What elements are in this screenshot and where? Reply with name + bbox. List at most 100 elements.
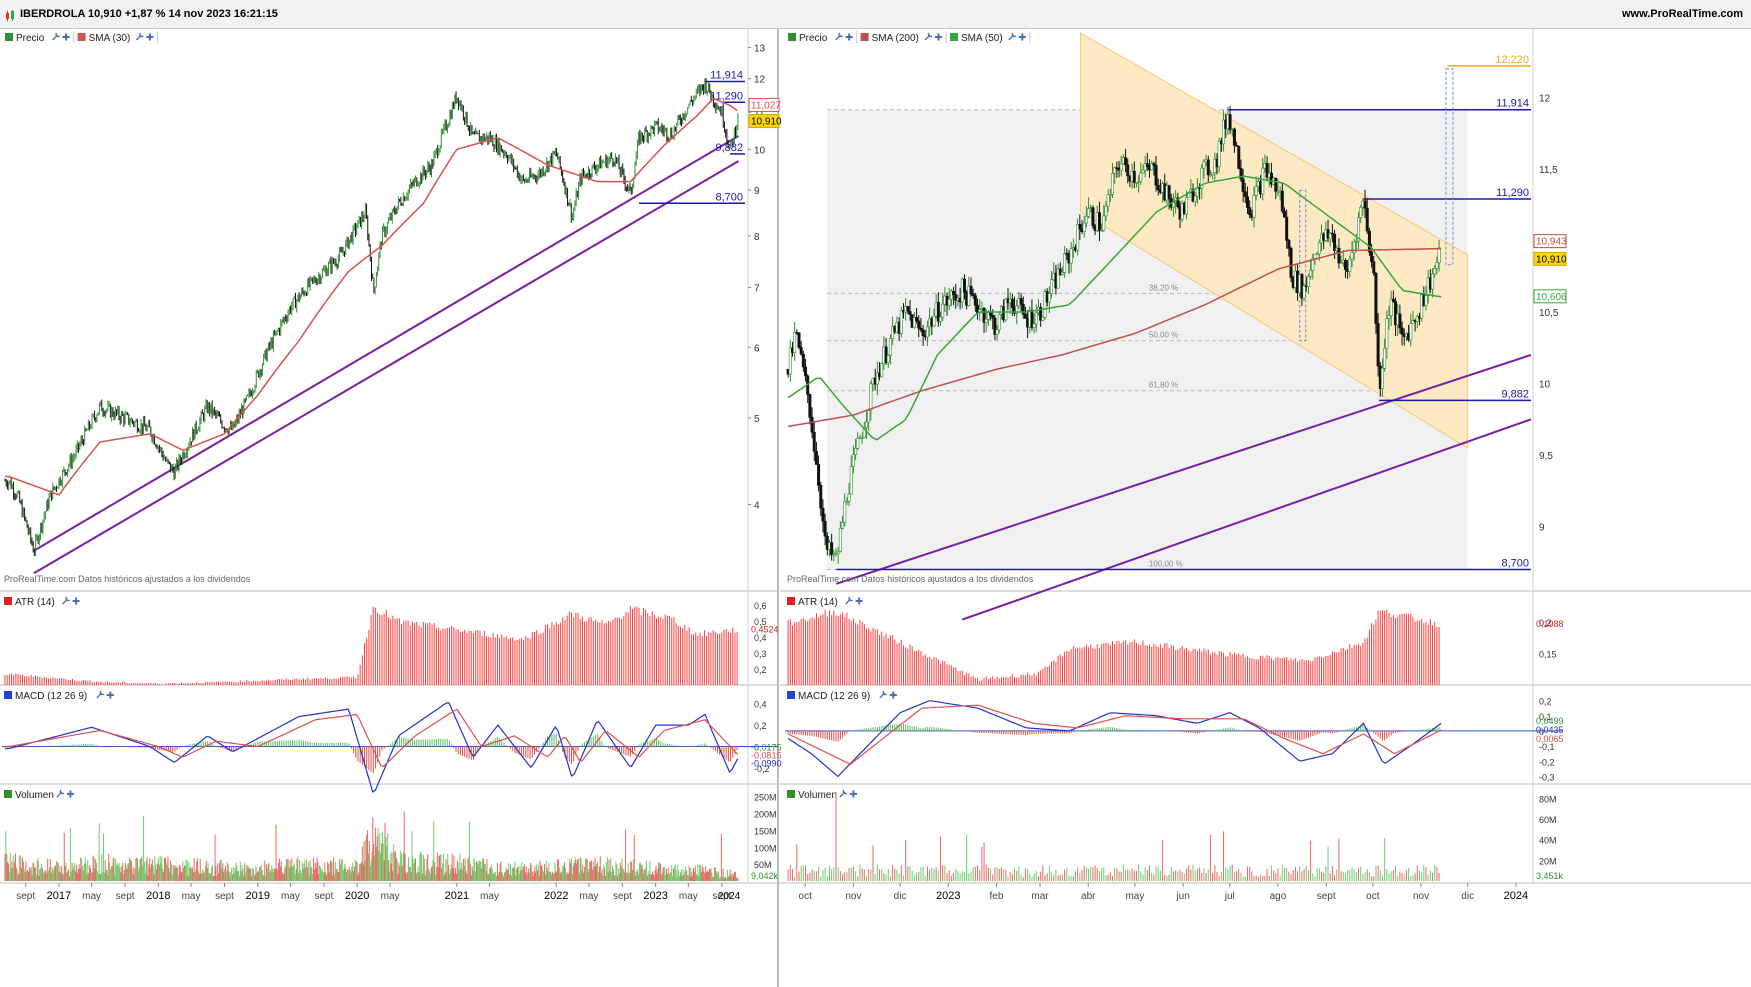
indicator-tick-label: 250M	[754, 793, 777, 803]
price-badge	[748, 97, 780, 112]
fib-level-label: 100,00 %	[1149, 560, 1183, 569]
add-icon[interactable]	[889, 691, 897, 699]
time-tick-label: dic	[1461, 891, 1474, 902]
time-tick-label: 2023	[936, 890, 960, 902]
price-candle-body	[1208, 174, 1212, 176]
price-candle-body	[1097, 212, 1101, 232]
price-candle-body	[832, 553, 836, 556]
price-candle-body	[1245, 196, 1249, 208]
wrench-icon[interactable]	[62, 596, 71, 605]
time-tick-label: sept	[314, 891, 333, 902]
price-tick-label: 9,5	[1539, 451, 1553, 462]
price-candle-body	[1141, 169, 1145, 174]
price-candle-body	[1380, 368, 1384, 389]
price-candle-body	[1019, 298, 1023, 305]
indicator-tick-label: -0,3	[1539, 772, 1555, 782]
time-tick-label: feb	[990, 891, 1004, 902]
price-candle-body	[908, 311, 912, 315]
add-icon[interactable]	[146, 33, 154, 41]
price-candle-body	[1134, 181, 1138, 184]
price-candle-body	[1315, 253, 1319, 256]
wrench-icon[interactable]	[135, 32, 144, 41]
indicator-title: Volumen	[15, 790, 54, 801]
level-label: 12,220	[1495, 54, 1529, 66]
time-tick-label: oct	[799, 891, 813, 902]
wrench-icon[interactable]	[96, 690, 105, 699]
add-icon[interactable]	[106, 691, 114, 699]
price-candle-body	[1285, 216, 1289, 241]
price-candle-body	[1202, 161, 1206, 169]
price-candle-body	[1104, 205, 1108, 217]
add-icon[interactable]	[935, 33, 942, 41]
price-candle-body	[821, 507, 825, 522]
price-candle-body	[869, 383, 873, 411]
price-candle-body	[941, 303, 945, 318]
time-tick-label: ago	[1270, 891, 1287, 902]
wrench-icon[interactable]	[845, 596, 854, 605]
price-candle-body	[1111, 173, 1115, 195]
wrench-icon[interactable]	[52, 32, 61, 41]
price-candle-body	[949, 290, 953, 300]
indicator-tick-label: 0,15	[1539, 650, 1557, 660]
site-link[interactable]: www.ProRealTime.com	[1621, 8, 1743, 20]
indicator-tick-label: 200M	[754, 810, 777, 820]
wrench-icon[interactable]	[56, 789, 65, 798]
price-candle-body	[1050, 279, 1054, 295]
add-icon[interactable]	[66, 790, 74, 798]
wrench-icon[interactable]	[879, 690, 888, 699]
price-candle-body	[932, 315, 936, 327]
legend-swatch	[787, 597, 795, 605]
add-icon[interactable]	[72, 597, 80, 605]
price-candle-body	[1058, 268, 1062, 275]
indicator-title: MACD (12 26 9)	[15, 691, 87, 702]
price-candle-body	[1254, 186, 1258, 196]
price-tick-label: 9	[754, 186, 760, 197]
price-candle-body	[814, 450, 818, 465]
level-label: 9,882	[715, 142, 743, 154]
price-candle-body	[1239, 168, 1243, 180]
indicator-tick-label: 0	[754, 743, 759, 753]
add-icon[interactable]	[62, 33, 70, 41]
price-candle-body	[1374, 272, 1378, 324]
price-candle-body	[1211, 172, 1215, 175]
add-icon[interactable]	[849, 790, 857, 798]
price-candle-body	[1243, 191, 1247, 198]
wrench-icon[interactable]	[839, 789, 848, 798]
legend-swatch	[77, 33, 86, 41]
price-candle-body	[1333, 233, 1337, 251]
price-badge	[1533, 234, 1567, 249]
add-icon[interactable]	[1018, 33, 1026, 41]
indicator-tick-label: -0,1	[1539, 742, 1555, 752]
add-icon[interactable]	[855, 597, 863, 605]
wrench-icon[interactable]	[1008, 32, 1017, 41]
wrench-icon[interactable]	[924, 32, 933, 41]
price-candle-body	[1348, 258, 1352, 272]
data-source-note: ProRealTime.com Datos históricos ajustad…	[787, 574, 1034, 584]
chart-area[interactable]: 13 12 11 10 9 8 7 6 5 4 11,914 11,290 9,882 8,700 11,0…	[0, 29, 1751, 987]
sma50-line	[787, 175, 1442, 441]
price-candle-body	[1084, 216, 1088, 224]
indicator-tick-label: 0,3	[754, 649, 767, 659]
price-tick-label: 10,5	[1539, 308, 1559, 319]
level-label: 11,914	[710, 69, 743, 81]
time-tick-label: 2024	[1504, 890, 1528, 902]
add-icon[interactable]	[845, 33, 853, 41]
indicator-tick-label: 80M	[1539, 794, 1557, 804]
price-candle-body	[808, 394, 812, 418]
indicator-tick-label: 60M	[1539, 815, 1557, 825]
indicator-tick-label: 0,2	[754, 721, 767, 731]
macd-value-label: -0,0815	[751, 751, 782, 761]
price-candle-body	[804, 366, 808, 377]
price-badge-label: 10,910	[751, 117, 782, 128]
support-trendline	[33, 160, 739, 575]
time-tick-label: sept	[116, 891, 135, 902]
price-tick-label: 8	[754, 232, 760, 243]
price-candle-body	[1222, 119, 1226, 145]
price-candle-body	[1191, 188, 1195, 202]
price-candle-body	[1041, 317, 1045, 321]
price-candle-body	[836, 551, 840, 554]
price-candle-body	[1302, 285, 1306, 299]
level-label: 8,700	[1501, 558, 1529, 570]
price-candle-body	[1313, 253, 1317, 259]
wrench-icon[interactable]	[835, 32, 844, 41]
